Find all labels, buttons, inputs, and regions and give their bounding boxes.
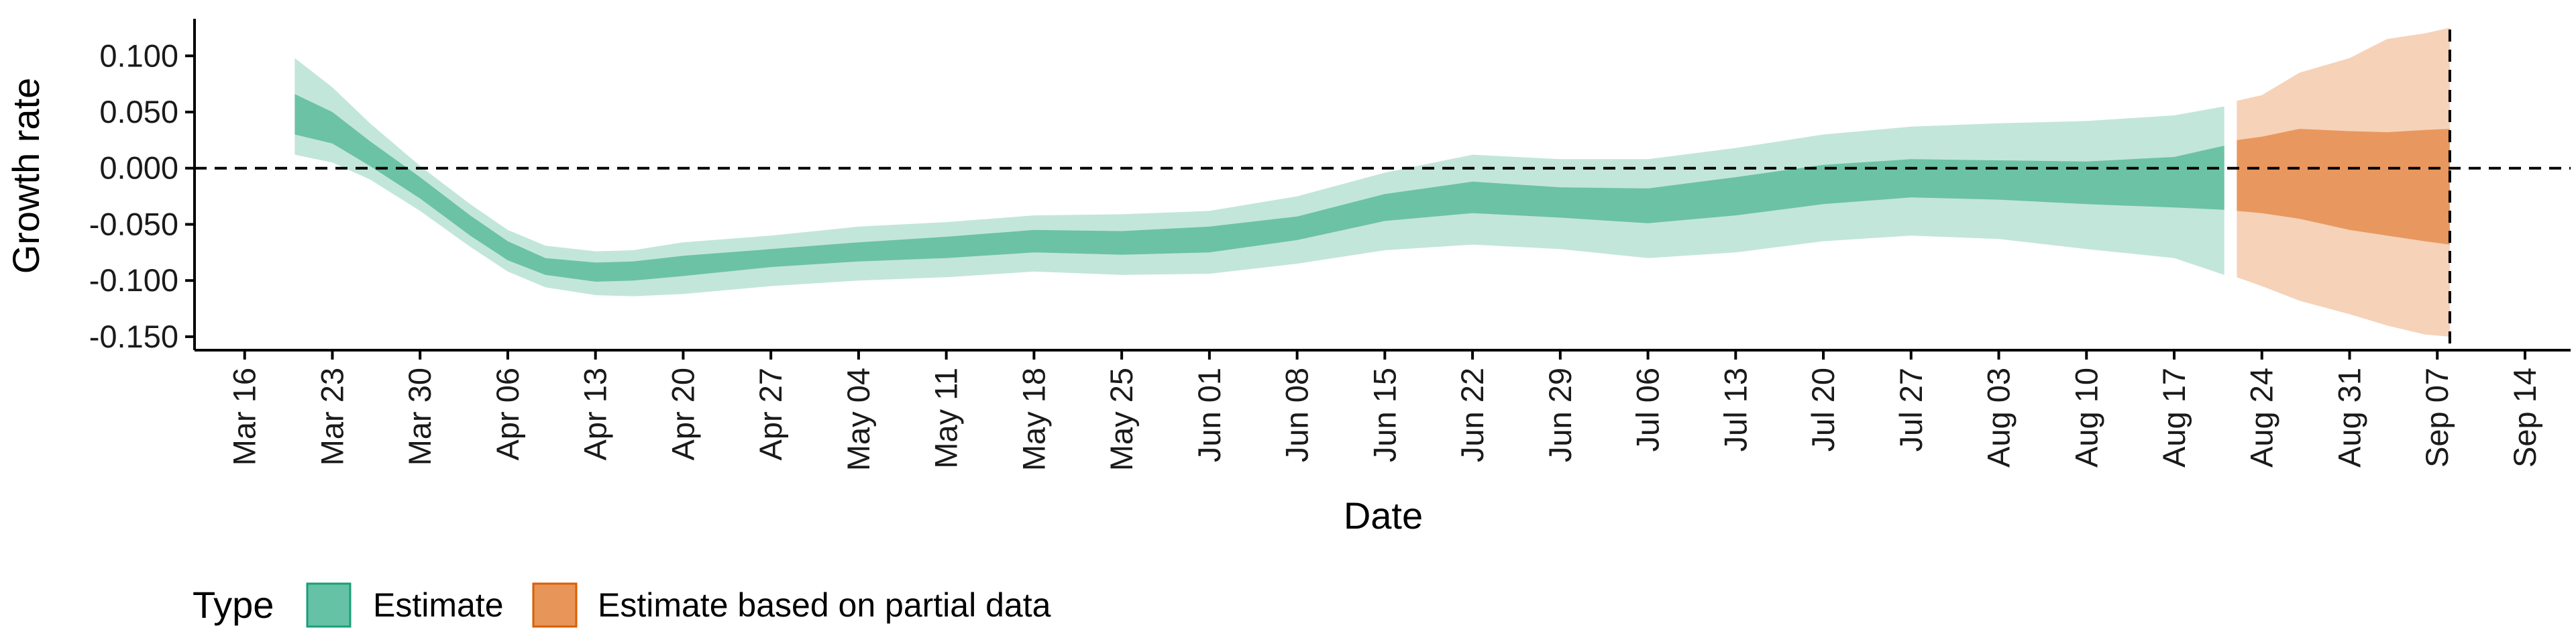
- x-tick-label: Apr 06: [490, 368, 525, 460]
- y-tick-label: 0.000: [99, 150, 178, 186]
- x-tick-label: Jul 20: [1805, 368, 1841, 451]
- x-axis-title: Date: [1344, 494, 1423, 537]
- x-tick-label: May 11: [928, 368, 964, 469]
- y-tick-label: 0.100: [99, 38, 178, 73]
- x-tick-label: Mar 16: [227, 368, 262, 466]
- legend-key-partial: [532, 582, 578, 628]
- x-tick-label: Apr 13: [578, 368, 613, 460]
- x-tick-label: Apr 27: [753, 368, 788, 460]
- y-tick-label: -0.150: [89, 319, 178, 354]
- y-tick-label: -0.050: [89, 206, 178, 241]
- x-tick-label: May 25: [1104, 368, 1139, 471]
- legend: Type Estimate Estimate based on partial …: [193, 582, 1051, 628]
- legend-label-partial: Estimate based on partial data: [598, 586, 1051, 624]
- estimate-outer-band: [294, 58, 2224, 297]
- legend-label-estimate: Estimate: [373, 586, 504, 624]
- x-tick-label: Apr 20: [665, 368, 700, 460]
- legend-key-estimate: [306, 582, 352, 628]
- y-tick-label: -0.100: [89, 262, 178, 298]
- x-tick-label: Sep 07: [2419, 368, 2455, 468]
- x-tick-label: Aug 31: [2332, 368, 2367, 468]
- x-tick-label: May 04: [841, 368, 876, 471]
- x-tick-label: Sep 14: [2507, 368, 2542, 468]
- x-tick-label: Mar 23: [314, 368, 350, 466]
- x-tick-label: Aug 17: [2156, 368, 2192, 468]
- plot-area: 0.100 0.050 0.000 -0.050 -0.100 -0.150 Mar 16 M…: [89, 19, 2571, 471]
- x-tick-label: Aug 24: [2244, 368, 2279, 468]
- estimate-inner-band: [294, 94, 2224, 282]
- x-tick-label: Jul 13: [1717, 368, 1753, 451]
- x-tick-label: Jun 15: [1366, 368, 1402, 462]
- x-tick-label: Jun 29: [1542, 368, 1578, 462]
- x-tick-label: Aug 10: [2068, 368, 2104, 468]
- partial-estimate-inner-band: [2237, 129, 2450, 245]
- x-tick-label: Jun 01: [1191, 368, 1227, 462]
- x-tick-label: May 18: [1016, 368, 1051, 471]
- x-tick-label: Mar 30: [402, 368, 437, 466]
- legend-title: Type: [193, 584, 274, 626]
- y-axis-title: Growth rate: [5, 78, 47, 274]
- x-tick-label: Jun 08: [1279, 368, 1315, 462]
- x-tick-label: Jul 06: [1630, 368, 1666, 451]
- x-tick-label: Jul 27: [1893, 368, 1929, 451]
- x-tick-label: Aug 03: [1981, 368, 2017, 468]
- y-tick-label: 0.050: [99, 94, 178, 129]
- x-tick-label: Jun 22: [1454, 368, 1490, 462]
